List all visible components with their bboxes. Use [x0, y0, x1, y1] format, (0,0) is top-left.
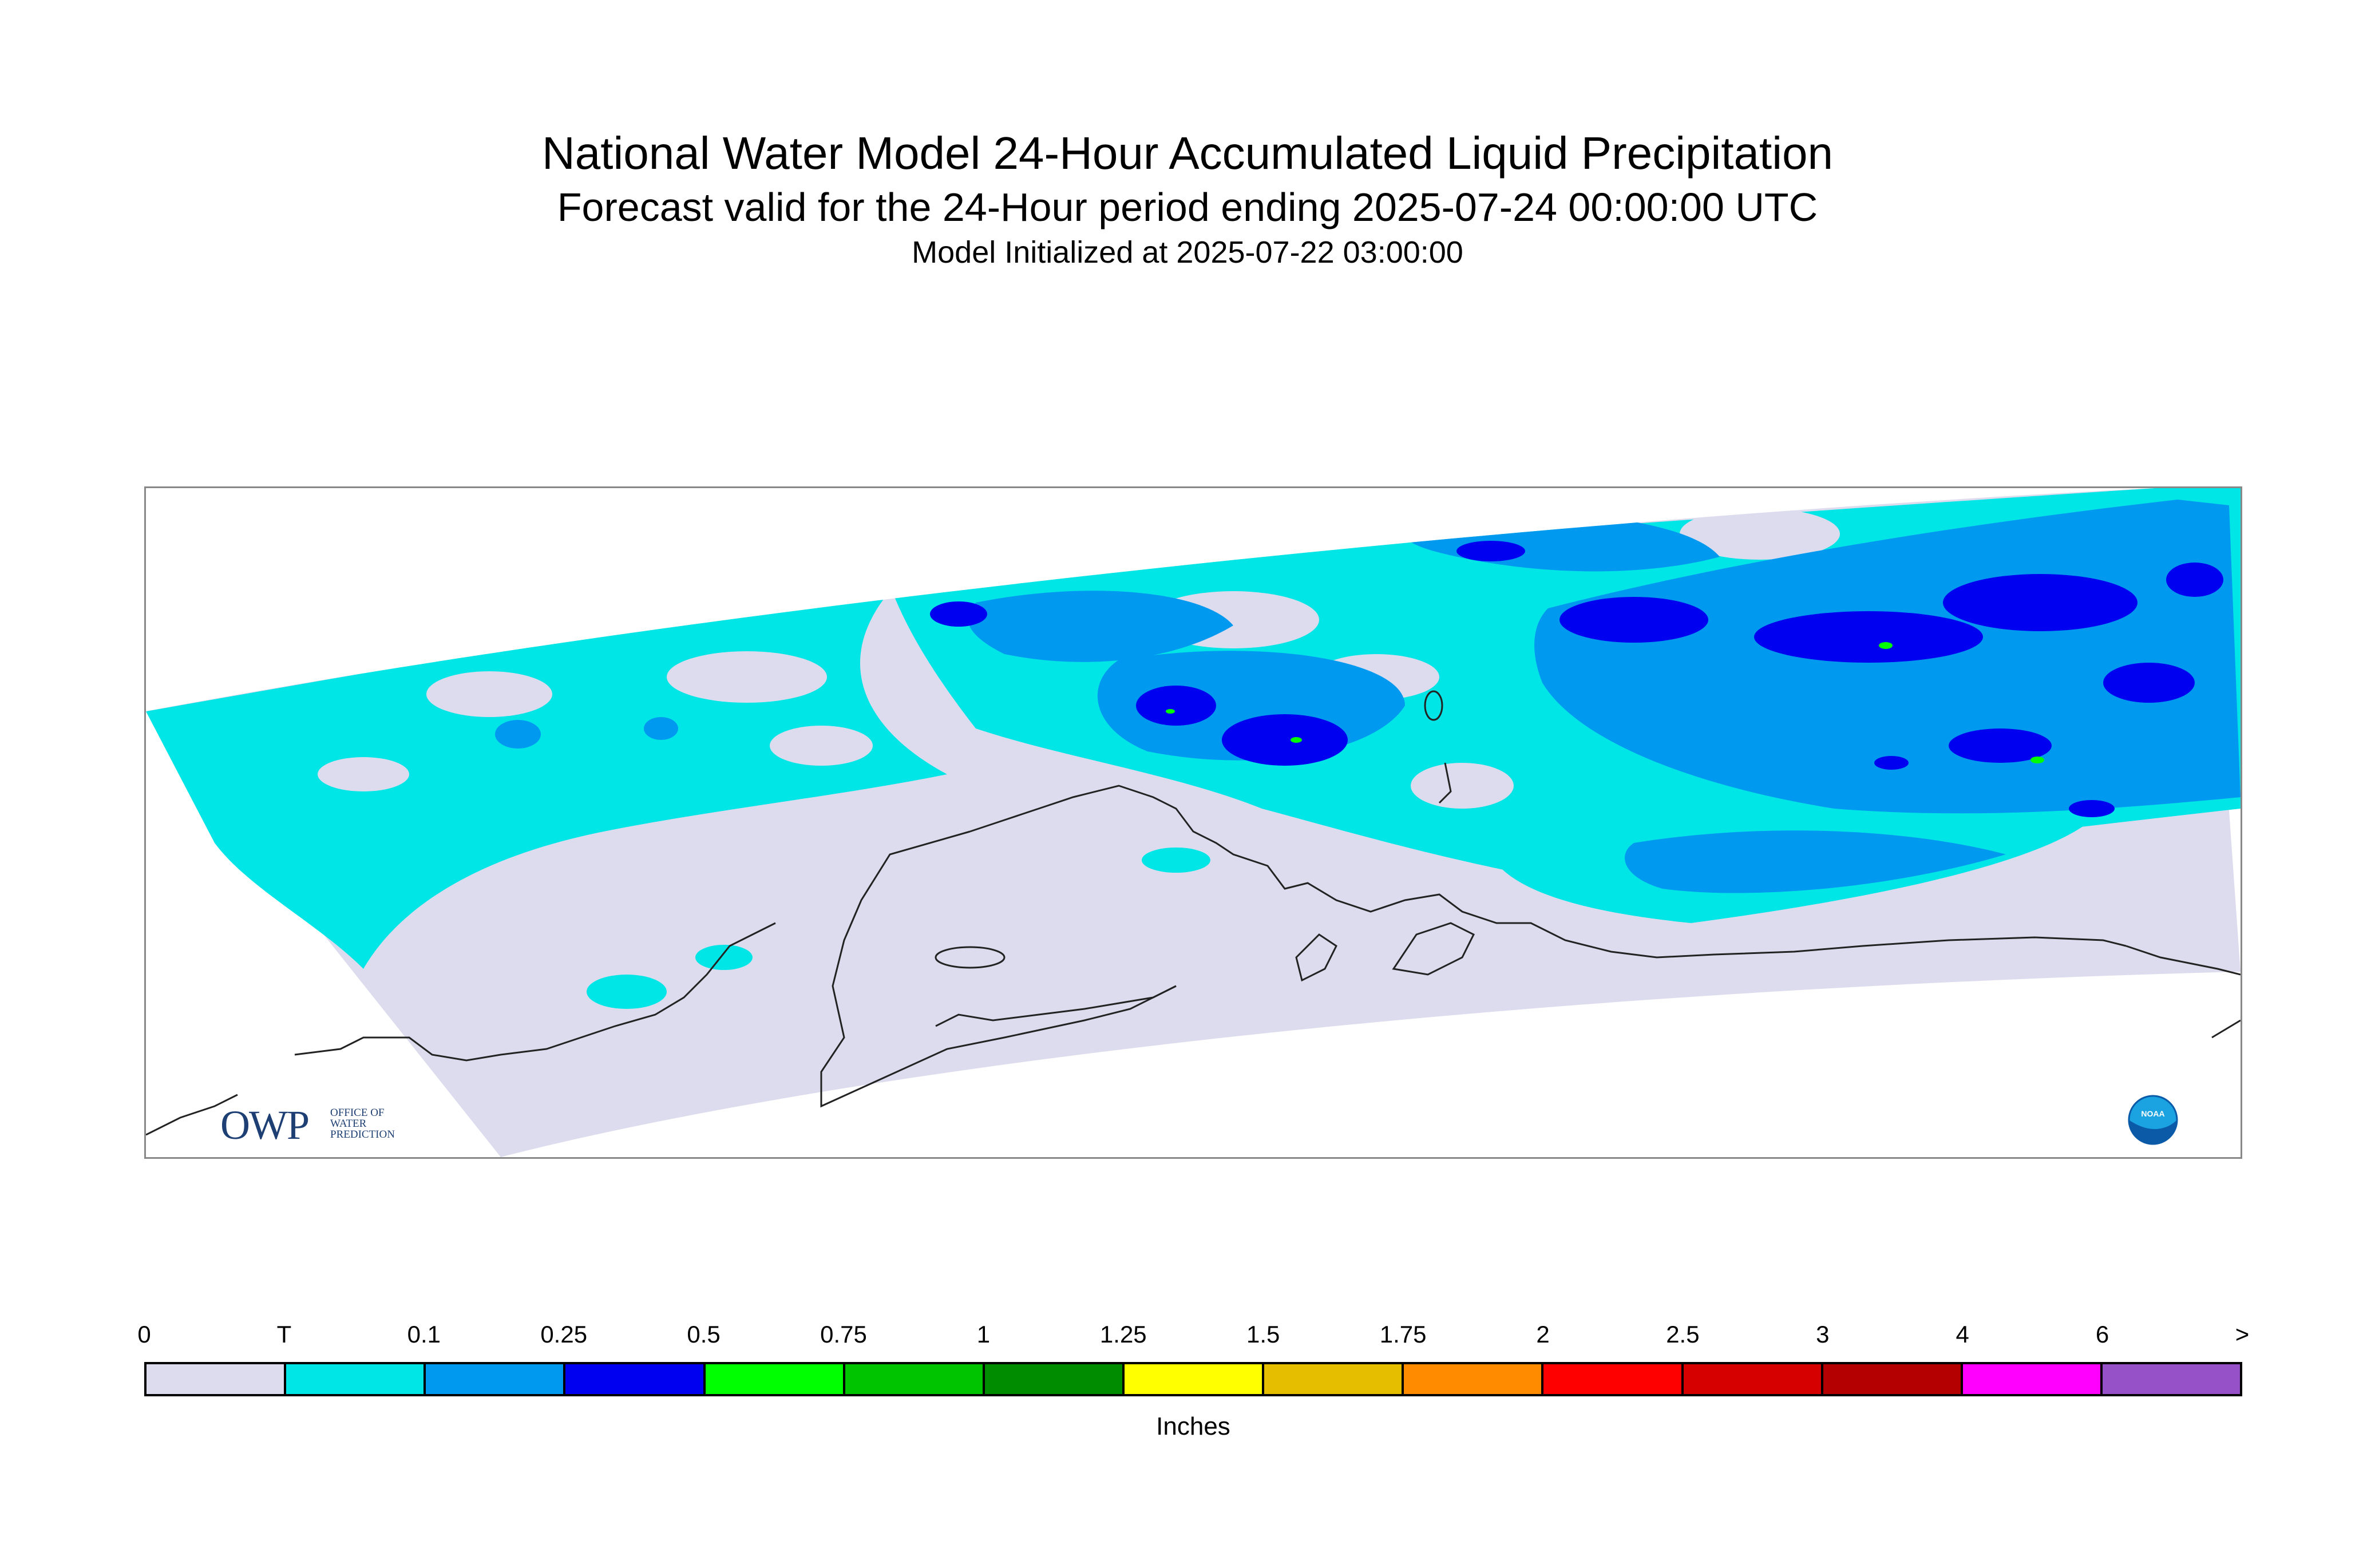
map-title: National Water Model 24-Hour Accumulated… — [542, 128, 1833, 179]
legend-tick-label: 1.75 — [1379, 1321, 1427, 1348]
owp-logo-line: OFFICE OF — [330, 1107, 385, 1119]
owp-logo-line: WATER — [330, 1118, 367, 1130]
noaa-logo: NOAA — [2128, 1095, 2178, 1145]
legend-swatch — [565, 1364, 706, 1394]
legend-swatch — [426, 1364, 566, 1394]
legend-tick-label: 0.5 — [687, 1321, 721, 1348]
noaa-logo-text: NOAA — [2141, 1109, 2164, 1118]
legend-swatch — [147, 1364, 287, 1394]
legend-swatch — [1543, 1364, 1684, 1394]
legend-tick-label: 0.25 — [540, 1321, 588, 1348]
precip-moderate-areas — [930, 541, 2223, 817]
legend-swatch — [1264, 1364, 1404, 1394]
legend-units-label: Inches — [1156, 1412, 1230, 1440]
legend-tick-label: 2.5 — [1666, 1321, 1700, 1348]
precipitation-map — [146, 488, 2241, 1157]
legend-tick-label: T — [276, 1321, 292, 1348]
owp-logo-line: PREDICTION — [330, 1129, 395, 1141]
legend-swatch — [845, 1364, 985, 1394]
model-init-text: Model Initialized at 2025-07-22 03:00:00 — [912, 235, 1463, 270]
legend-tick-label: 0 — [137, 1321, 151, 1348]
precip-heavy-specks — [1166, 642, 2044, 763]
legend-tick-label: 4 — [1956, 1321, 1969, 1348]
legend-swatch — [1404, 1364, 1544, 1394]
map-panel: OWP OFFICE OF WATER PREDICTION NOAA — [144, 486, 2242, 1159]
legend-tick-label: 6 — [2095, 1321, 2109, 1348]
legend-tick-label: 1.5 — [1246, 1321, 1280, 1348]
legend-swatch — [1823, 1364, 1963, 1394]
legend-color-bar — [144, 1362, 2242, 1396]
legend-tick-label: 3 — [1816, 1321, 1830, 1348]
legend-swatch — [286, 1364, 426, 1394]
legend-swatch — [984, 1364, 1125, 1394]
legend-tick-label: 2 — [1536, 1321, 1550, 1348]
legend-swatch — [705, 1364, 845, 1394]
legend-swatch — [1124, 1364, 1265, 1394]
owp-logo: OWP OFFICE OF WATER PREDICTION — [220, 1102, 409, 1148]
coastline — [146, 690, 2241, 1136]
owp-logo-text: OWP — [220, 1102, 310, 1148]
legend-tick-label: > — [2235, 1321, 2250, 1348]
legend-tick-label: 0.1 — [407, 1321, 441, 1348]
legend-tick-label: 0.75 — [820, 1321, 867, 1348]
legend-swatch — [1683, 1364, 1823, 1394]
legend-swatch — [2102, 1364, 2241, 1394]
legend-tick-label: 1 — [976, 1321, 991, 1348]
map-subtitle: Forecast valid for the 24-Hour period en… — [557, 185, 1818, 229]
legend-tick-label: 1.25 — [1099, 1321, 1147, 1348]
legend-swatch — [1962, 1364, 2103, 1394]
